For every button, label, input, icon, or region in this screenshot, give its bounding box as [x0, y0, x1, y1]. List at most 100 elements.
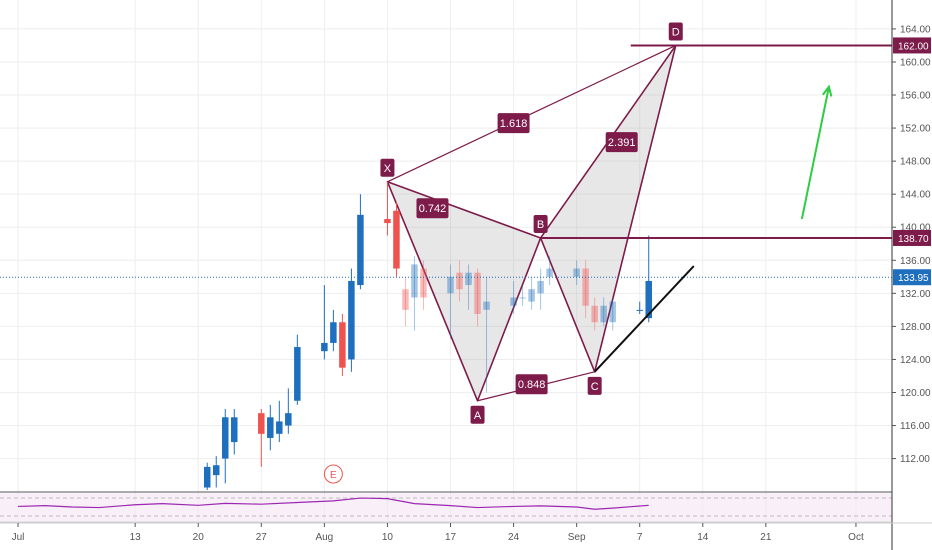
candle-body — [330, 322, 337, 343]
candle-body — [447, 276, 454, 294]
candle-body — [483, 301, 490, 310]
point-label-box-a — [470, 405, 485, 424]
candle-body — [609, 301, 616, 323]
price-tick-label: 148.00 — [900, 157, 931, 168]
ratio-label-box — [515, 374, 548, 395]
point-label-b: B — [537, 219, 544, 231]
pattern-triangle-bcd — [539, 44, 677, 373]
candle-body — [339, 322, 346, 368]
current-price-tag: 133.95 — [898, 273, 929, 284]
candle-body — [276, 421, 283, 434]
price-tick-label: 132.00 — [900, 289, 931, 300]
candle-body — [582, 268, 589, 306]
level-price-tag-box — [893, 37, 931, 54]
candle-body — [546, 268, 553, 277]
price-tick-label: 152.00 — [900, 124, 931, 135]
candle-body — [402, 289, 409, 310]
time-tick-label: Sep — [568, 532, 586, 543]
level-price-tag: 162.00 — [898, 41, 929, 52]
candle-body — [267, 417, 274, 438]
pattern-labels: E X A B C D 1.618 0.742 2.391 0.848 — [323, 22, 683, 484]
time-tick-label: 20 — [193, 532, 205, 543]
trendline — [593, 265, 695, 373]
candle-body — [636, 309, 643, 311]
level-price-tag-box — [893, 229, 931, 246]
time-tick-label: 24 — [508, 532, 520, 543]
price-tick-label: 112.00 — [900, 454, 930, 465]
candle-body — [645, 280, 652, 319]
candle-body — [321, 342, 328, 352]
price-tick-label: 160.00 — [900, 57, 931, 68]
point-label-box-b — [533, 214, 548, 233]
point-label-d: D — [672, 26, 680, 38]
candle-body — [600, 305, 607, 323]
point-label-box-d — [668, 22, 683, 41]
candle-body — [393, 210, 400, 269]
event-marker-label: E — [330, 470, 337, 481]
candle-body — [528, 289, 535, 302]
time-tick-label: Jul — [12, 532, 25, 543]
time-tick-label: Oct — [848, 532, 864, 543]
rsi-panel — [0, 491, 892, 523]
candle-body — [285, 413, 292, 426]
candle-body — [357, 214, 364, 286]
time-tick-label: 21 — [760, 532, 772, 543]
candle-body — [519, 297, 526, 299]
price-tick-label: 128.00 — [900, 322, 931, 333]
grid — [0, 0, 892, 521]
price-tick-label: 156.00 — [900, 91, 931, 102]
candle-body — [384, 218, 391, 224]
candle-body — [420, 268, 427, 298]
drawings[interactable] — [0, 44, 892, 373]
candle-body — [456, 272, 463, 290]
time-tick-label: Aug — [315, 532, 333, 543]
event-marker-icon — [323, 464, 343, 484]
candle-body — [411, 264, 418, 298]
time-tick-label: 14 — [697, 532, 709, 543]
point-label-a: A — [474, 410, 482, 422]
ratio-label: 1.618 — [500, 118, 528, 130]
price-tick-label: 144.00 — [900, 190, 931, 201]
time-tick-label: 13 — [130, 532, 142, 543]
pattern-triangle-xab — [386, 180, 542, 402]
point-label-c: C — [591, 381, 599, 393]
target-arrow-head — [822, 84, 833, 97]
ratio-label: 0.848 — [518, 379, 546, 391]
price-tick-label: 116.00 — [900, 421, 930, 432]
candle-body — [203, 466, 211, 488]
candle-body — [222, 417, 229, 459]
candle-body — [474, 272, 481, 314]
level-price-tag: 138.70 — [898, 234, 929, 245]
ratio-label: 0.742 — [419, 203, 447, 215]
target-arrow-shaft — [800, 86, 830, 220]
time-tick-label: 27 — [256, 532, 268, 543]
candle-body — [537, 280, 544, 294]
ratio-label: 2.391 — [608, 137, 636, 149]
candle-body — [258, 413, 265, 434]
ratio-label-box — [605, 132, 638, 153]
current-price-tag-box — [893, 269, 931, 286]
rsi-line — [18, 497, 649, 510]
price-tick-label: 120.00 — [900, 388, 931, 399]
candle-body — [510, 297, 517, 306]
candle-body — [231, 417, 238, 443]
point-label-box-x — [380, 158, 395, 177]
price-tick-label: 136.00 — [900, 256, 931, 267]
time-tick-label: 17 — [445, 532, 457, 543]
price-tick-label: 164.00 — [900, 24, 931, 35]
candle-body — [212, 465, 220, 476]
price-tick-label: 140.00 — [900, 223, 931, 234]
candles — [203, 181, 652, 490]
rsi-band — [0, 493, 892, 521]
harmonic-pattern[interactable] — [386, 44, 677, 402]
pattern-line-xd — [387, 44, 677, 183]
time-tick-label: 10 — [382, 532, 394, 543]
candle-body — [573, 268, 580, 277]
ratio-label-box — [416, 198, 449, 219]
candle-body — [348, 280, 355, 360]
time-tick-label: 7 — [637, 532, 643, 543]
candle-body — [294, 347, 301, 401]
point-label-box-c — [587, 376, 602, 395]
